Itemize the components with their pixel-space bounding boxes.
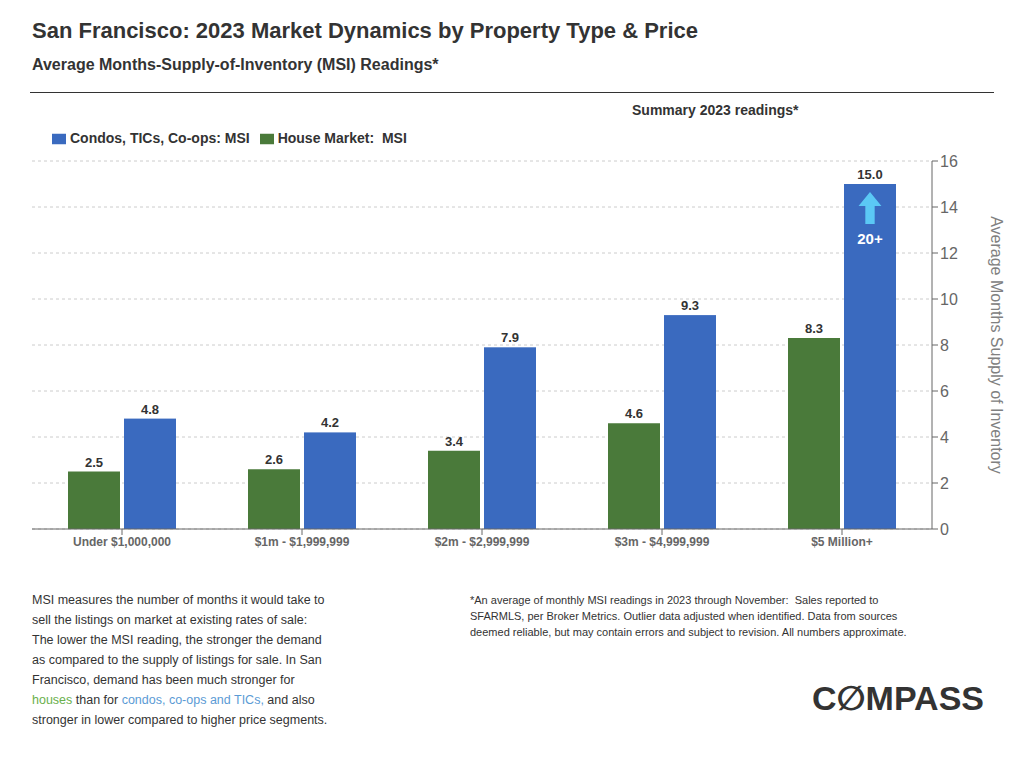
html-text:as compared to the supply of l: as compared to the supply of listings fo… [32, 653, 322, 667]
html-text:stronger in lower compared to: stronger in lower compared to higher pri… [32, 713, 328, 727]
svg-text:14: 14 [940, 199, 958, 216]
svg-text:8.3: 8.3 [805, 321, 823, 336]
svg-text:Average Months Supply of Inven: Average Months Supply of Inventory [988, 216, 1005, 474]
html-text:House Market: MSI: House Market: MSI [277, 130, 407, 146]
svg-text:3.4: 3.4 [445, 434, 464, 449]
svg-text:6: 6 [940, 383, 949, 400]
html-text:The lower the MSI reading, the: The lower the MSI reading, the stronger … [32, 633, 322, 647]
svg-text:9.3: 9.3 [681, 298, 699, 313]
svg-text:16: 16 [940, 153, 958, 170]
html-text:sell the listings on market at: sell the listings on market at existing … [32, 613, 308, 627]
svg-text:2.5: 2.5 [85, 455, 103, 470]
svg-text:2.6: 2.6 [265, 452, 283, 467]
svg-text:8: 8 [940, 337, 949, 354]
svg-text:4: 4 [940, 429, 949, 446]
svg-text:0: 0 [940, 521, 949, 538]
svg-text:20+: 20+ [857, 230, 883, 247]
svg-text:$1m - $1,999,999: $1m - $1,999,999 [255, 535, 350, 549]
html-text:*An average of monthly MSI rea: *An average of monthly MSI readings in 2… [470, 594, 907, 638]
svg-text:$5 Million+: $5 Million+ [811, 535, 873, 549]
html-text:Summary 2023 readings*: Summary 2023 readings* [632, 102, 799, 118]
html-text:C∅MPASS: C∅MPASS [811, 679, 984, 717]
html-text:MSI measures the number of mon: MSI measures the number of months it wou… [32, 593, 325, 607]
html-text:Francisco, demand has been muc: Francisco, demand has been much stronger… [32, 673, 295, 687]
svg-text:7.9: 7.9 [501, 330, 519, 345]
svg-text:4.6: 4.6 [625, 406, 643, 421]
html-text:houses than for condos, co-ops: houses than for condos, co-ops and TICs,… [32, 693, 315, 707]
svg-text:$2m - $2,999,999: $2m - $2,999,999 [435, 535, 530, 549]
html-text:San Francisco: 2023 Market Dyn: San Francisco: 2023 Market Dynamics by P… [32, 18, 698, 43]
svg-text:$3m - $4,999,999: $3m - $4,999,999 [615, 535, 710, 549]
html-text:Condos, TICs, Co-ops: MSI: Condos, TICs, Co-ops: MSI [70, 130, 250, 146]
svg-text:Under $1,000,000: Under $1,000,000 [73, 535, 171, 549]
svg-text:12: 12 [940, 245, 958, 262]
svg-text:4.8: 4.8 [141, 402, 159, 417]
html-text:Average Months-Supply-of-Inven: Average Months-Supply-of-Inventory (MSI)… [32, 56, 439, 73]
svg-text:10: 10 [940, 291, 958, 308]
svg-text:15.0: 15.0 [857, 167, 882, 182]
svg-text:2: 2 [940, 475, 949, 492]
svg-text:4.2: 4.2 [321, 415, 339, 430]
